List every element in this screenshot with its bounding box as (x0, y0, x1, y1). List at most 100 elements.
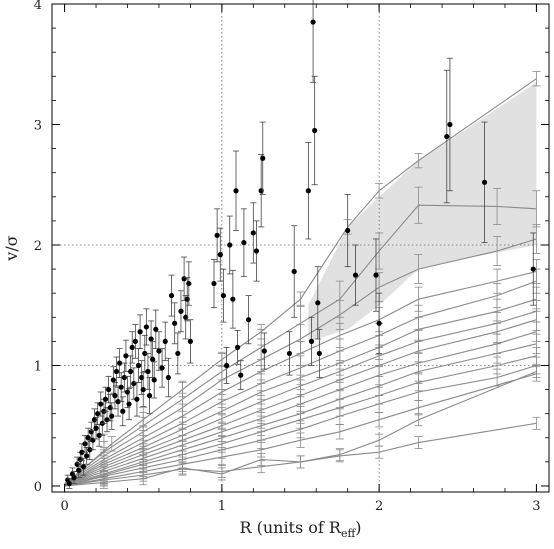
data-point (76, 467, 82, 473)
data-point (109, 413, 115, 419)
data-point (481, 179, 488, 185)
data-point (82, 441, 88, 447)
model-curve-1 (64, 78, 537, 485)
data-point (137, 329, 143, 335)
model-curves-layer (64, 71, 541, 489)
axis-ticks-layer: 0 1 2 3 0 1 2 3 4 (34, 0, 549, 514)
x-axis-label: R (units of Reff) (239, 518, 361, 540)
data-point (146, 393, 153, 399)
data-point (148, 336, 154, 342)
data-point (90, 437, 96, 443)
model-curve-5 (64, 280, 537, 486)
data-point (376, 320, 382, 326)
data-point (230, 296, 236, 302)
data-point (110, 377, 116, 383)
model-curve-7 (64, 310, 537, 486)
data-point (80, 464, 87, 470)
data-point (186, 280, 192, 287)
model-curve-12 (64, 364, 537, 487)
model-curve-9 (64, 331, 537, 486)
data-point (134, 396, 140, 402)
data-point (143, 324, 149, 330)
data-point (373, 272, 379, 278)
model-curve-11 (64, 355, 537, 487)
data-point (123, 353, 129, 359)
data-point (131, 380, 137, 387)
data-point (102, 396, 109, 402)
data-point (145, 368, 151, 375)
data-point (238, 372, 244, 378)
data-point (241, 239, 247, 246)
x-tick-label: 3 (532, 499, 540, 514)
data-point (214, 232, 220, 238)
data-point (115, 399, 121, 405)
data-point (150, 356, 156, 363)
data-point (223, 362, 230, 369)
model-curve-3 (64, 238, 537, 485)
data-point (162, 338, 168, 344)
shaded-band-layer (308, 82, 537, 342)
data-point (118, 384, 124, 390)
data-point (140, 386, 146, 393)
data-point (128, 368, 134, 375)
data-point (291, 268, 297, 275)
data-point (66, 480, 72, 487)
data-point (104, 417, 110, 423)
y-tick-label: 4 (34, 0, 42, 13)
data-point (181, 276, 187, 282)
data-point (187, 338, 194, 344)
data-point (172, 320, 178, 326)
data-point (129, 344, 135, 351)
data-point (444, 133, 450, 140)
data-point (245, 317, 252, 323)
data-point (165, 374, 171, 381)
data-point (250, 230, 256, 236)
data-point (117, 360, 123, 366)
model-curve-4 (64, 270, 537, 485)
data-point (168, 292, 175, 299)
model-curve-8 (64, 319, 537, 486)
data-point (220, 292, 227, 299)
data-point (112, 393, 118, 399)
data-point (217, 252, 223, 258)
data-point (211, 280, 217, 287)
observed-points-layer (64, 0, 537, 489)
data-point (260, 155, 266, 161)
model-curve-6 (64, 298, 537, 486)
data-point (227, 242, 233, 248)
data-point (98, 401, 104, 407)
x-tick-label: 0 (60, 499, 68, 514)
data-point (153, 326, 159, 332)
data-point (316, 350, 322, 357)
data-point (308, 338, 315, 344)
data-point (234, 344, 241, 351)
data-point (71, 474, 77, 481)
x-tick-label: 1 (218, 499, 226, 514)
data-point (253, 248, 260, 254)
data-point (315, 300, 321, 306)
data-point (96, 432, 102, 438)
x-tick-label: 2 (375, 499, 383, 514)
data-point (113, 368, 120, 375)
data-point (79, 449, 85, 455)
data-point (95, 411, 101, 417)
data-point (142, 350, 148, 357)
y-tick-label: 1 (34, 359, 42, 374)
data-point (132, 338, 138, 344)
y-axis-label: v/σ (2, 235, 21, 261)
data-point (84, 453, 90, 459)
data-point (352, 272, 359, 278)
data-point (312, 127, 318, 134)
data-point (286, 350, 293, 357)
data-point (120, 408, 126, 414)
data-point (305, 188, 311, 194)
data-point (156, 348, 162, 354)
plot-frame (51, 3, 550, 493)
data-point (121, 374, 127, 381)
data-point (85, 435, 91, 441)
y-tick-label: 3 (34, 118, 42, 133)
data-point (233, 188, 239, 194)
data-point (447, 121, 453, 128)
data-point (345, 227, 351, 234)
